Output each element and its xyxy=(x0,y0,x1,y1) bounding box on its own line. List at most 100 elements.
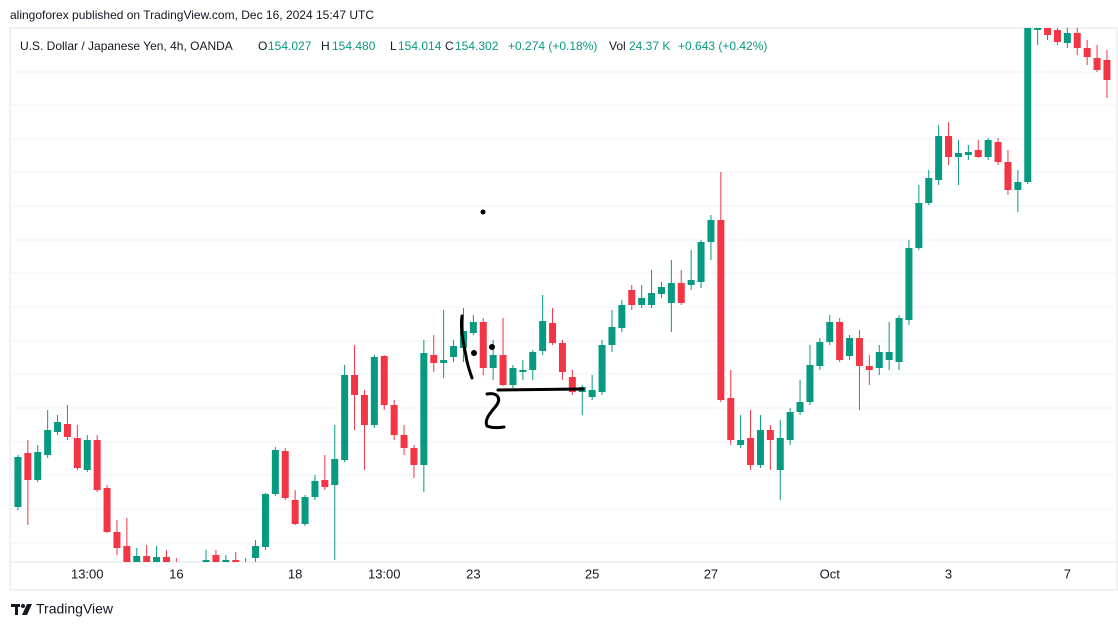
candle-body xyxy=(34,452,42,480)
x-tick-label: 13:00 xyxy=(368,566,401,581)
candle-body xyxy=(123,546,131,562)
candle-body xyxy=(568,377,576,392)
candle-body xyxy=(153,557,161,562)
candle-body xyxy=(311,481,319,497)
candle-body xyxy=(925,178,933,203)
volume-value: 24.37 K xyxy=(629,39,670,53)
candle-body xyxy=(935,136,943,180)
candle-body xyxy=(529,352,537,370)
x-tick-label: Oct xyxy=(820,566,841,581)
candle-body xyxy=(549,323,557,343)
candle-body xyxy=(291,500,299,524)
candle-body xyxy=(301,497,309,524)
candle-body xyxy=(252,546,260,558)
candle-body xyxy=(826,322,834,342)
candle-body xyxy=(756,430,764,465)
candle-body xyxy=(717,220,725,400)
candle-body xyxy=(83,440,91,470)
candle-body xyxy=(202,560,210,562)
candle-body xyxy=(1083,48,1091,57)
grid xyxy=(10,71,1118,544)
candle-body xyxy=(133,556,141,562)
candle-body xyxy=(608,327,616,345)
candle-body xyxy=(222,560,230,562)
candle-body xyxy=(341,375,349,460)
candle-body xyxy=(836,322,844,360)
candles xyxy=(14,28,1111,568)
candle-body xyxy=(994,142,1002,162)
x-tick-label: 7 xyxy=(1064,566,1071,581)
candle-body xyxy=(390,405,398,435)
candle-body xyxy=(737,440,745,445)
candle-body xyxy=(677,283,685,303)
candle-body xyxy=(687,280,695,285)
x-tick-label: 18 xyxy=(288,566,302,581)
candle-body xyxy=(440,360,448,363)
candle-body xyxy=(162,557,170,562)
x-tick-label: 3 xyxy=(945,566,952,581)
open-value: 154.027 xyxy=(268,39,312,53)
candle-body xyxy=(14,457,22,507)
candle-body xyxy=(261,494,269,547)
drawings xyxy=(460,209,585,430)
high-value: 154.480 xyxy=(332,39,376,53)
change: +0.274 (+0.18%) xyxy=(508,39,597,53)
candle-body xyxy=(984,140,992,157)
candle-body xyxy=(479,322,487,368)
candle-body xyxy=(420,353,428,465)
candle-body xyxy=(73,438,81,468)
x-tick-label: 23 xyxy=(466,566,480,581)
low-value: 154.014 xyxy=(398,39,442,53)
candle-body xyxy=(1053,30,1061,42)
candle-body xyxy=(747,438,755,465)
candle-body xyxy=(519,370,527,372)
candle-body xyxy=(846,338,854,356)
candle-body xyxy=(895,318,903,362)
candle-body xyxy=(697,242,705,282)
candle-body xyxy=(816,342,824,366)
candle-body xyxy=(489,355,497,368)
candle-body xyxy=(727,398,735,440)
brand-logo xyxy=(11,604,32,615)
high-label: H xyxy=(321,39,330,53)
close-value: 154.302 xyxy=(455,39,499,53)
candle-body xyxy=(103,488,111,532)
candle-body xyxy=(450,346,458,357)
candle-body xyxy=(212,555,220,562)
candle-body xyxy=(796,402,804,412)
candle-body xyxy=(766,430,774,440)
candle-body xyxy=(54,422,62,432)
candle-body xyxy=(271,450,279,494)
candle-body xyxy=(776,438,784,470)
x-tick-label: 27 xyxy=(704,566,718,581)
candle-body xyxy=(1063,33,1071,43)
candle-body xyxy=(360,395,368,425)
candle-body xyxy=(1034,28,1042,30)
candle-body xyxy=(806,365,814,402)
candle-body xyxy=(1014,182,1022,190)
candle-body xyxy=(638,298,646,305)
open-label: O xyxy=(258,39,267,53)
candle-body xyxy=(667,283,675,303)
candle-body xyxy=(1093,58,1101,70)
candle-body xyxy=(242,562,249,568)
candle-body xyxy=(1024,28,1032,182)
candle-body xyxy=(321,480,329,487)
close-label: C xyxy=(445,39,454,53)
candle-body xyxy=(410,448,418,465)
candle-body xyxy=(964,152,972,155)
candle-body xyxy=(786,412,794,440)
publish-info: alingoforex published on TradingView.com… xyxy=(10,8,374,22)
candle-body xyxy=(24,453,32,480)
symbol: U.S. Dollar / Japanese Yen, 4h, OANDA xyxy=(20,39,233,53)
candle-body xyxy=(875,352,883,368)
x-tick-label: 25 xyxy=(585,566,599,581)
candle-body xyxy=(44,430,52,455)
candle-body xyxy=(945,136,953,157)
volume-label: Vol xyxy=(609,39,626,53)
candle-body xyxy=(885,352,893,360)
candle-body xyxy=(915,203,923,248)
candle-body xyxy=(865,366,873,370)
candle-body xyxy=(558,343,566,372)
